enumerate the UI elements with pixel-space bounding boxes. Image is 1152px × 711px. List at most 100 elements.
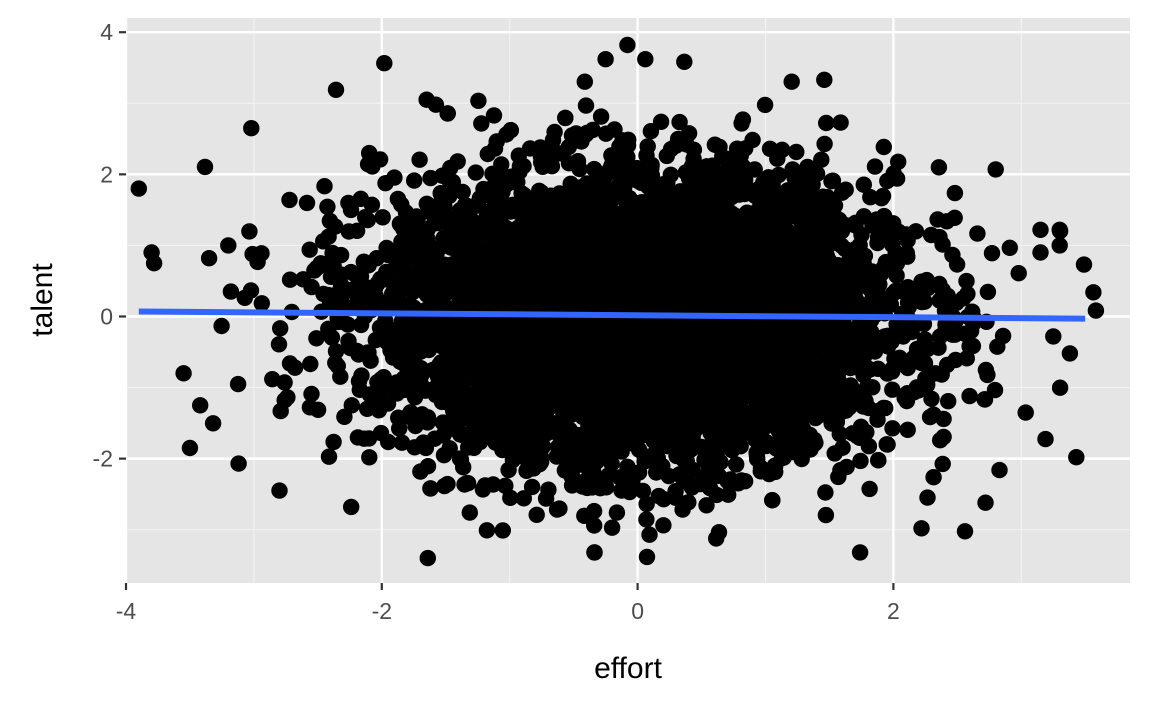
scatter-point (319, 198, 336, 215)
scatter-point (411, 151, 428, 168)
scatter-point (624, 473, 641, 490)
scatter-point (638, 511, 655, 528)
scatter-point (676, 53, 693, 70)
scatter-point (919, 340, 936, 358)
scatter-point (439, 475, 456, 493)
scatter-point (454, 378, 471, 395)
scatter-point (515, 490, 532, 507)
scatter-point (320, 228, 337, 245)
scatter-point (788, 143, 805, 161)
scatter-point (817, 484, 834, 501)
scatter-point (946, 184, 964, 202)
scatter-point (841, 399, 858, 416)
scatter-point (281, 271, 299, 288)
scatter-point (1017, 404, 1034, 421)
scatter-point (281, 355, 299, 372)
scatter-point (327, 343, 345, 360)
scatter-point (830, 371, 847, 389)
scatter-point (461, 504, 478, 521)
scatter-point (772, 203, 789, 221)
scatter-point (500, 461, 517, 479)
scatter-point (415, 434, 432, 451)
scatter-point (678, 136, 695, 153)
scatter-point (864, 379, 881, 396)
scatter-point (961, 338, 978, 355)
scatter-point (654, 457, 671, 475)
scatter-point (1051, 379, 1069, 396)
scatter-point (576, 73, 593, 90)
scatter-point (634, 482, 652, 500)
scatter-point (944, 246, 961, 264)
scatter-point (301, 241, 318, 258)
scatter-point (485, 107, 503, 124)
scatter-point (373, 326, 390, 343)
scatter-point (638, 548, 656, 566)
scatter-point (435, 447, 453, 464)
scatter-point (241, 223, 258, 240)
scatter-point (533, 411, 551, 428)
scatter-point (272, 320, 289, 337)
scatter-point (934, 236, 951, 253)
scatter-point (873, 190, 890, 207)
scatter-point (919, 489, 936, 506)
scatter-point (443, 239, 460, 256)
scatter-point (698, 497, 715, 514)
scatter-point (852, 452, 869, 470)
scatter-point (834, 439, 851, 456)
scatter-point (1037, 430, 1054, 448)
scatter-point (523, 478, 541, 496)
scatter-point (502, 489, 519, 506)
scatter-point (816, 135, 833, 153)
scatter-point (374, 209, 391, 226)
scatter-point (756, 96, 774, 114)
scatter-point (350, 373, 368, 390)
scatter-point (916, 355, 934, 372)
scatter-point (473, 115, 490, 132)
scatter-point (955, 290, 972, 307)
scatter-point (603, 519, 621, 536)
scatter-point (598, 479, 615, 496)
scatter-point (728, 456, 745, 473)
scatter-point (456, 196, 474, 214)
scatter-point (979, 283, 997, 301)
scatter-point (592, 108, 610, 125)
scatter-point (737, 420, 755, 437)
scatter-point (361, 449, 378, 466)
scatter-point (836, 240, 854, 258)
scatter-point (837, 181, 854, 198)
scatter-point (784, 161, 801, 178)
scatter-point (455, 459, 472, 476)
scatter-point (320, 448, 338, 465)
scatter-point (813, 151, 830, 168)
scatter-point (339, 316, 357, 333)
scatter-point (641, 526, 658, 543)
scatter-point (485, 476, 502, 493)
scatter-point (671, 113, 688, 131)
scatter-point (376, 55, 393, 72)
scatter-point (608, 504, 626, 521)
scatter-point (316, 178, 333, 195)
scatter-point (650, 487, 667, 505)
scatter-point (560, 155, 578, 172)
scatter-point (925, 469, 942, 486)
scatter-point (441, 187, 458, 205)
scatter-point (281, 191, 298, 209)
scatter-point (371, 151, 389, 168)
scatter-point (368, 250, 385, 267)
scatter-point (229, 375, 247, 393)
scatter-point (442, 159, 459, 177)
scatter-point (823, 415, 840, 432)
scatter-point (264, 371, 281, 388)
scatter-point (930, 159, 948, 176)
scatter-point (866, 158, 884, 175)
scatter-point (875, 138, 892, 156)
scatter-point (413, 406, 431, 423)
scatter-point (732, 438, 749, 455)
scatter-point (270, 336, 288, 353)
scatter-point (543, 158, 561, 175)
scatter-point (583, 378, 600, 395)
scatter-point (674, 501, 691, 518)
scatter-point (986, 381, 1004, 399)
